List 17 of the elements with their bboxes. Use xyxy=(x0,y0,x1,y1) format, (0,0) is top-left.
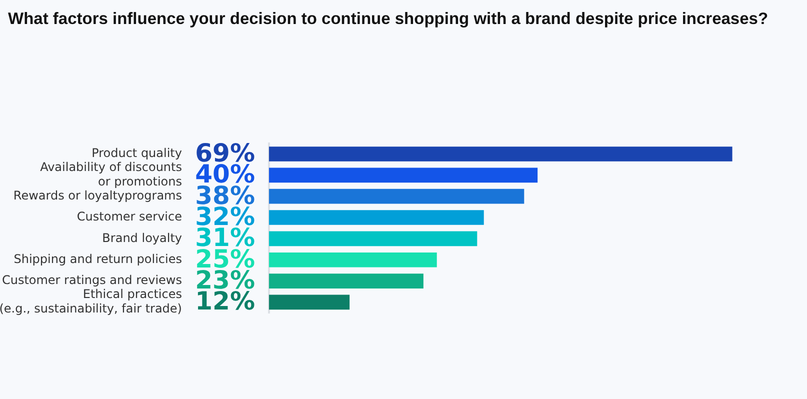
bar xyxy=(269,231,478,246)
y-tick-label: Customer service xyxy=(76,210,182,224)
bar xyxy=(269,146,732,162)
bar xyxy=(269,188,524,204)
y-tick-label: Rewards or loyaltyprograms xyxy=(13,188,182,202)
bar xyxy=(269,294,350,310)
y-tick-label: Shipping and return policies xyxy=(14,252,182,266)
bar xyxy=(269,252,437,268)
y-tick-label: Customer ratings and reviews xyxy=(2,273,182,288)
bar xyxy=(269,274,424,288)
y-tick-label: Brand loyalty xyxy=(102,230,182,245)
y-tick-label: Availability of discounts or promotions xyxy=(40,160,182,188)
bar xyxy=(269,168,538,183)
chart-title: What factors influence your decision to continue shopping with a brand despite price increases? xyxy=(7,9,770,30)
y-tick-label: Ethical practices (e.g., sustainability, fair trade) xyxy=(0,287,182,316)
bar xyxy=(269,210,484,225)
y-tick-label: Product quality xyxy=(92,146,182,160)
